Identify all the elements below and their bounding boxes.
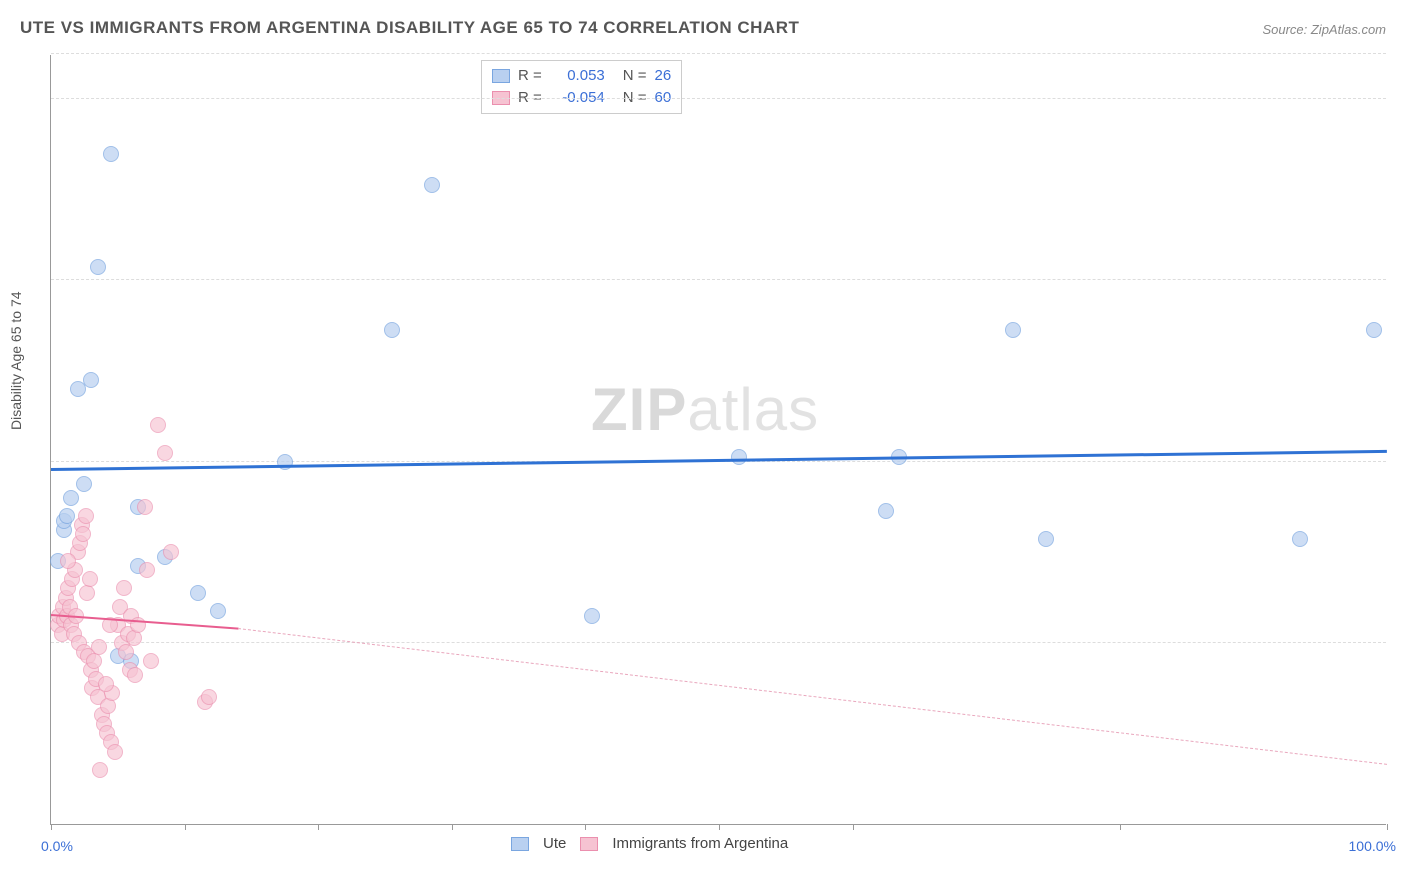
- data-point: [731, 449, 747, 465]
- source-label: Source: ZipAtlas.com: [1262, 22, 1386, 37]
- data-point: [139, 562, 155, 578]
- data-point: [60, 553, 76, 569]
- data-point: [163, 544, 179, 560]
- data-point: [1292, 531, 1308, 547]
- legend-series: Ute Immigrants from Argentina: [511, 835, 788, 852]
- x-tick: [853, 824, 854, 830]
- data-point: [201, 689, 217, 705]
- chart-title: UTE VS IMMIGRANTS FROM ARGENTINA DISABIL…: [20, 18, 799, 38]
- legend-series-label: Ute: [543, 835, 566, 852]
- data-point: [90, 259, 106, 275]
- data-point: [127, 667, 143, 683]
- data-point: [1366, 322, 1382, 338]
- data-point: [878, 503, 894, 519]
- x-tick: [51, 824, 52, 830]
- x-tick: [452, 824, 453, 830]
- data-point: [107, 744, 123, 760]
- data-point: [82, 571, 98, 587]
- legend-swatch: [492, 69, 510, 83]
- x-tick: [318, 824, 319, 830]
- data-point: [157, 445, 173, 461]
- data-point: [103, 146, 119, 162]
- data-point: [384, 322, 400, 338]
- y-tick-label: 40.0%: [1396, 438, 1406, 454]
- data-point: [79, 585, 95, 601]
- data-point: [63, 490, 79, 506]
- x-tick: [585, 824, 586, 830]
- x-tick: [185, 824, 186, 830]
- data-point: [118, 644, 134, 660]
- data-point: [150, 417, 166, 433]
- legend-r-label: R =: [518, 65, 542, 87]
- y-tick-label: 20.0%: [1396, 619, 1406, 635]
- data-point: [116, 580, 132, 596]
- x-tick-label: 100.0%: [1349, 838, 1396, 854]
- legend-swatch: [580, 837, 598, 851]
- data-point: [92, 762, 108, 778]
- data-point: [210, 603, 226, 619]
- y-tick-label: 80.0%: [1396, 75, 1406, 91]
- data-point: [1005, 322, 1021, 338]
- watermark: ZIPatlas: [591, 375, 819, 444]
- data-point: [137, 499, 153, 515]
- trend-line: [238, 628, 1387, 765]
- data-point: [424, 177, 440, 193]
- y-tick-label: 60.0%: [1396, 256, 1406, 272]
- gridline: [51, 642, 1386, 643]
- x-tick: [1387, 824, 1388, 830]
- legend-r-value: 0.053: [550, 65, 605, 87]
- legend-row: R = 0.053 N = 26: [492, 65, 671, 87]
- legend-n-value: 26: [655, 65, 672, 87]
- data-point: [584, 608, 600, 624]
- gridline: [51, 279, 1386, 280]
- legend-series-label: Immigrants from Argentina: [612, 835, 788, 852]
- gridline: [51, 98, 1386, 99]
- legend-stats: R = 0.053N = 26R = -0.054N = 60: [481, 60, 682, 114]
- data-point: [126, 630, 142, 646]
- data-point: [143, 653, 159, 669]
- data-point: [78, 508, 94, 524]
- data-point: [75, 526, 91, 542]
- x-tick: [719, 824, 720, 830]
- data-point: [83, 372, 99, 388]
- y-axis-label: Disability Age 65 to 74: [8, 291, 24, 430]
- data-point: [91, 639, 107, 655]
- x-tick-label: 0.0%: [41, 838, 73, 854]
- legend-n-label: N =: [623, 65, 647, 87]
- legend-swatch: [511, 837, 529, 851]
- data-point: [98, 676, 114, 692]
- gridline: [51, 53, 1386, 54]
- data-point: [59, 508, 75, 524]
- data-point: [190, 585, 206, 601]
- data-point: [1038, 531, 1054, 547]
- plot-area: ZIPatlas R = 0.053N = 26R = -0.054N = 60…: [50, 55, 1386, 825]
- data-point: [100, 698, 116, 714]
- data-point: [76, 476, 92, 492]
- x-tick: [1120, 824, 1121, 830]
